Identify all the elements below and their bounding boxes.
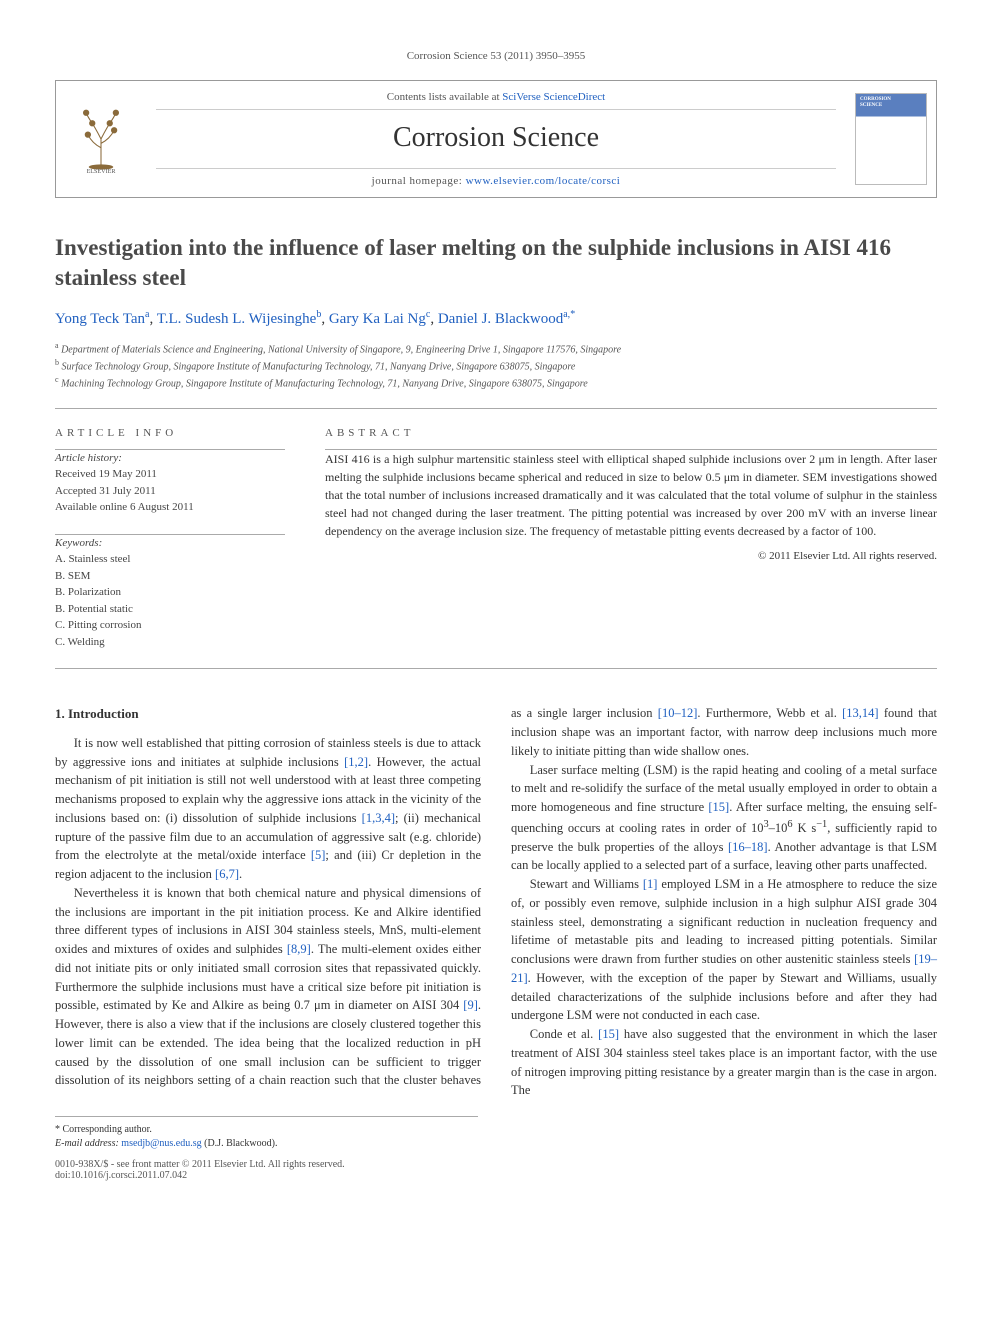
keyword: B. Polarization <box>55 586 121 598</box>
keywords-label: Keywords: <box>55 537 102 549</box>
email-line: E-mail address: msedjb@nus.edu.sg (D.J. … <box>55 1137 478 1151</box>
ref-link[interactable]: [19–21] <box>511 952 937 985</box>
svg-text:ELSEVIER: ELSEVIER <box>87 169 117 174</box>
history-row: Available online 6 August 2011 <box>55 501 194 513</box>
keyword: C. Welding <box>55 636 105 648</box>
abstract-copyright: © 2011 Elsevier Ltd. All rights reserved… <box>325 550 937 562</box>
body-paragraph: Conde et al. [15] have also suggested th… <box>511 1025 937 1100</box>
affiliation-row: c Machining Technology Group, Singapore … <box>55 374 937 391</box>
article-history: Article history: Received 19 May 2011 Ac… <box>55 450 285 516</box>
journal-header: ELSEVIER Contents lists available at Sci… <box>55 80 937 198</box>
body-paragraph: Laser surface melting (LSM) is the rapid… <box>511 761 937 876</box>
keyword: B. Potential static <box>55 603 133 615</box>
elsevier-logo: ELSEVIER <box>56 81 146 197</box>
author-link[interactable]: Daniel J. Blackwood <box>438 311 563 327</box>
journal-cover <box>846 81 936 197</box>
keyword: A. Stainless steel <box>55 553 130 565</box>
history-row: Accepted 31 July 2011 <box>55 485 156 497</box>
article-title: Investigation into the influence of lase… <box>55 233 937 293</box>
front-matter: 0010-938X/$ - see front matter © 2011 El… <box>55 1159 345 1181</box>
article-info-label: ARTICLE INFO <box>55 427 285 439</box>
sciencedirect-link[interactable]: SciVerse ScienceDirect <box>502 91 605 103</box>
ref-link[interactable]: [13,14] <box>842 706 878 720</box>
abstract-label: ABSTRACT <box>325 427 937 439</box>
journal-name: Corrosion Science <box>156 122 836 154</box>
ref-link[interactable]: [15] <box>598 1027 619 1041</box>
homepage-prefix: journal homepage: <box>372 175 466 187</box>
ref-link[interactable]: [1,2] <box>344 755 368 769</box>
contents-prefix: Contents lists available at <box>387 91 502 103</box>
ref-link[interactable]: [1] <box>643 877 658 891</box>
homepage-url[interactable]: www.elsevier.com/locate/corsci <box>466 175 621 187</box>
ref-link[interactable]: [16–18] <box>728 840 768 854</box>
ref-link[interactable]: [10–12] <box>658 706 698 720</box>
ref-link[interactable]: [6,7] <box>215 867 239 881</box>
authors-line: Yong Teck Tana, T.L. Sudesh L. Wijesingh… <box>55 309 937 328</box>
email-label: E-mail address: <box>55 1138 119 1149</box>
body-paragraph: Stewart and Williams [1] employed LSM in… <box>511 875 937 1025</box>
email-author: (D.J. Blackwood). <box>204 1138 277 1149</box>
cover-thumbnail <box>855 93 927 185</box>
doi-text: doi:10.1016/j.corsci.2011.07.042 <box>55 1170 187 1181</box>
header-center: Contents lists available at SciVerse Sci… <box>146 81 846 197</box>
bottom-bar: 0010-938X/$ - see front matter © 2011 El… <box>55 1159 937 1181</box>
author-link[interactable]: Yong Teck Tan <box>55 311 145 327</box>
affiliation-row: a Department of Materials Science and En… <box>55 340 937 357</box>
affiliations: a Department of Materials Science and En… <box>55 340 937 392</box>
history-row: Received 19 May 2011 <box>55 468 157 480</box>
body-paragraph: It is now well established that pitting … <box>55 734 481 884</box>
keywords-block: Keywords: A. Stainless steel B. SEM B. P… <box>55 535 285 651</box>
footnotes: * Corresponding author. E-mail address: … <box>55 1116 478 1151</box>
ref-link[interactable]: [5] <box>311 848 326 862</box>
ref-link[interactable]: [9] <box>463 998 478 1012</box>
history-label: Article history: <box>55 452 122 464</box>
ref-link[interactable]: [15] <box>708 800 729 814</box>
abstract-col: ABSTRACT AISI 416 is a high sulphur mart… <box>325 427 937 651</box>
section-heading: 1. Introduction <box>55 704 481 724</box>
author-link[interactable]: T.L. Sudesh L. Wijesinghe <box>157 311 317 327</box>
divider <box>55 668 937 669</box>
keyword: B. SEM <box>55 570 90 582</box>
keyword: C. Pitting corrosion <box>55 619 141 631</box>
article-info-col: ARTICLE INFO Article history: Received 1… <box>55 427 285 651</box>
corresponding-mark: * <box>570 309 575 320</box>
body-columns: 1. Introduction It is now well establish… <box>55 704 937 1100</box>
author-link[interactable]: Gary Ka Lai Ng <box>329 311 426 327</box>
info-row: ARTICLE INFO Article history: Received 1… <box>55 409 937 669</box>
ref-link[interactable]: [8,9] <box>287 942 311 956</box>
email-link[interactable]: msedjb@nus.edu.sg <box>121 1138 201 1149</box>
abstract-text: AISI 416 is a high sulphur martensitic s… <box>325 450 937 540</box>
affiliation-row: b Surface Technology Group, Singapore In… <box>55 357 937 374</box>
contents-line: Contents lists available at SciVerse Sci… <box>156 91 836 110</box>
corresponding-note: * Corresponding author. <box>55 1123 478 1137</box>
ref-link[interactable]: [1,3,4] <box>362 811 395 825</box>
citation-line: Corrosion Science 53 (2011) 3950–3955 <box>55 50 937 62</box>
homepage-line: journal homepage: www.elsevier.com/locat… <box>156 168 836 187</box>
